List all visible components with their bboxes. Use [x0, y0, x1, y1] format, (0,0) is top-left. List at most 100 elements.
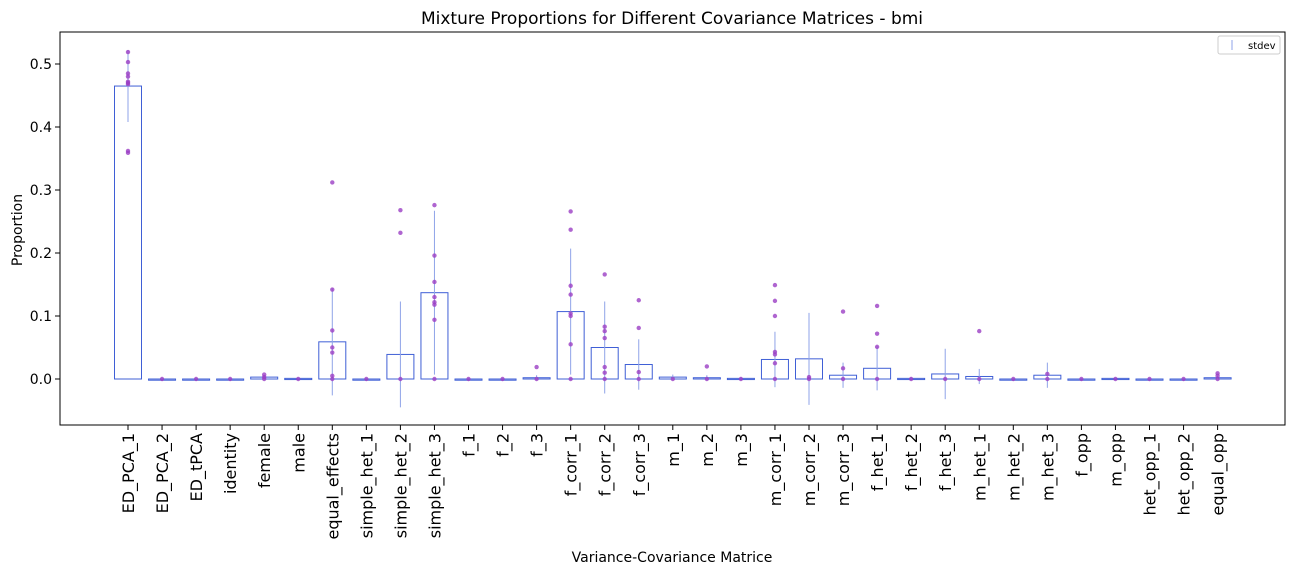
point-f_3 [534, 364, 539, 370]
x-tick-label-simple_het_2: simple_het_2 [391, 433, 411, 538]
errorbars-layer [127, 50, 1219, 408]
y-tick-label: 0.1 [30, 309, 52, 325]
x-tick-label-f_corr_2: f_corr_2 [596, 433, 616, 496]
point-f_het_2 [908, 376, 914, 382]
point-simple_het_2 [398, 376, 403, 382]
y-axis-label: Proportion [10, 194, 26, 266]
point-m_corr_3 [840, 309, 846, 314]
point-f_het_1 [874, 376, 880, 382]
chart-title: Mixture Proportions for Different Covari… [421, 9, 923, 29]
point-f_corr_3 [636, 369, 641, 375]
point-simple_het_3 [432, 302, 437, 307]
x-tick-label-m_het_3: m_het_3 [1038, 433, 1058, 501]
point-ED_PCA_1 [125, 74, 131, 79]
point-f_corr_1 [568, 227, 573, 232]
x-tick-label-male: male [289, 433, 308, 473]
point-m_het_2 [1011, 376, 1016, 382]
point-f_het_1 [874, 303, 880, 309]
point-f_corr_2 [602, 324, 607, 329]
point-simple_het_3 [432, 202, 437, 208]
y-tick-label: 0.5 [30, 57, 52, 73]
x-tick-label-f_corr_3: f_corr_3 [630, 433, 650, 496]
point-m_het_1 [977, 376, 982, 382]
point-f_corr_3 [636, 298, 641, 303]
y-tick-label: 0.4 [30, 120, 52, 136]
point-f_corr_1 [568, 209, 573, 214]
point-f_corr_1 [568, 342, 573, 347]
point-simple_het_1 [364, 376, 369, 382]
x-tick-label-m_3: m_3 [732, 433, 752, 467]
point-ED_PCA_1 [125, 150, 131, 156]
x-axis-label: Variance-Covariance Matrice [572, 550, 773, 566]
point-m_het_3 [1045, 376, 1050, 382]
x-tick-label-m_corr_2: m_corr_2 [800, 433, 820, 506]
point-m_corr_1 [772, 298, 778, 304]
x-tick-label-het_opp_1: het_opp_1 [1141, 433, 1161, 516]
legend-stdev-label: stdev [1248, 41, 1276, 52]
x-tick-label-f_3: f_3 [528, 433, 548, 457]
point-f_corr_1 [568, 313, 573, 319]
point-f_corr_2 [602, 272, 607, 277]
y-tick-label: 0.0 [30, 372, 52, 388]
point-m_het_3 [1045, 371, 1050, 377]
x-tick-label-simple_het_3: simple_het_3 [425, 433, 445, 538]
x-tick-label-f_2: f_2 [494, 433, 514, 457]
point-equal_opp [1215, 373, 1220, 379]
point-equal_effects [330, 287, 335, 292]
point-f_het_3 [943, 376, 948, 382]
point-ED_PCA_1 [125, 49, 131, 55]
x-tick-label-simple_het_1: simple_het_1 [357, 433, 377, 538]
point-equal_effects [330, 345, 335, 350]
point-m_corr_3 [840, 366, 846, 371]
points-layer [125, 49, 1220, 382]
point-male [296, 376, 301, 382]
point-identity [227, 376, 233, 382]
point-equal_opp [1215, 376, 1220, 382]
point-f_2 [500, 376, 505, 382]
point-het_opp_2 [1181, 376, 1186, 382]
point-f_1 [466, 376, 471, 382]
legend: stdev [1217, 35, 1281, 55]
point-simple_het_3 [432, 279, 437, 285]
x-tick-label-f_opp: f_opp [1072, 433, 1092, 477]
point-m_corr_1 [772, 313, 778, 319]
x-tick-label-equal_effects: equal_effects [323, 433, 343, 540]
point-f_corr_1 [568, 283, 573, 288]
point-equal_effects [330, 350, 335, 355]
x-tick-label-m_het_2: m_het_2 [1004, 433, 1024, 501]
point-m_corr_1 [772, 376, 778, 382]
point-equal_effects [330, 328, 335, 333]
bar-ED_PCA_1 [114, 85, 142, 380]
point-f_corr_2 [602, 328, 607, 334]
point-m_corr_1 [772, 352, 778, 357]
point-simple_het_2 [398, 230, 403, 236]
point-f_corr_2 [602, 335, 607, 341]
point-simple_het_3 [432, 294, 437, 300]
point-f_corr_3 [636, 325, 641, 331]
point-ED_PCA_2 [159, 376, 165, 382]
x-tick-label-m_1: m_1 [664, 433, 684, 467]
x-tick-label-ED_tPCA: ED_tPCA [187, 433, 207, 502]
point-f_corr_2 [602, 376, 607, 382]
x-tick-label-equal_opp: equal_opp [1209, 433, 1229, 516]
point-f_3 [534, 376, 539, 382]
x-tick-label-het_opp_2: het_opp_2 [1175, 433, 1195, 516]
point-m_het_1 [977, 328, 982, 334]
point-simple_het_3 [432, 253, 437, 258]
x-tick-label-f_het_2: f_het_2 [902, 433, 922, 491]
x-tick-label-ED_PCA_2: ED_PCA_2 [153, 433, 173, 513]
x-tick-label-ED_PCA_1: ED_PCA_1 [119, 433, 139, 513]
point-m_corr_1 [772, 361, 778, 366]
point-het_opp_1 [1147, 376, 1152, 382]
point-ED_PCA_1 [125, 71, 131, 76]
point-m_3 [738, 376, 744, 382]
point-equal_effects [330, 376, 335, 382]
point-simple_het_2 [398, 207, 403, 213]
point-f_corr_1 [568, 292, 573, 297]
x-tick-label-f_1: f_1 [460, 433, 480, 457]
y-tick-label: 0.2 [30, 246, 52, 262]
point-equal_effects [330, 180, 335, 185]
legend-frame [1217, 35, 1281, 55]
x-tick-label-f_corr_1: f_corr_1 [562, 433, 582, 496]
